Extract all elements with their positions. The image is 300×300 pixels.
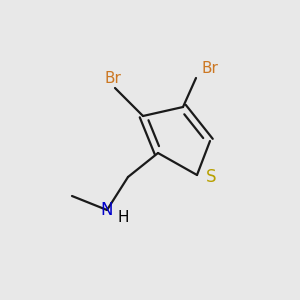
Text: H: H [117,209,129,224]
Text: Br: Br [202,61,218,76]
Text: S: S [206,168,216,186]
Text: Br: Br [105,71,122,86]
Text: N: N [101,201,113,219]
